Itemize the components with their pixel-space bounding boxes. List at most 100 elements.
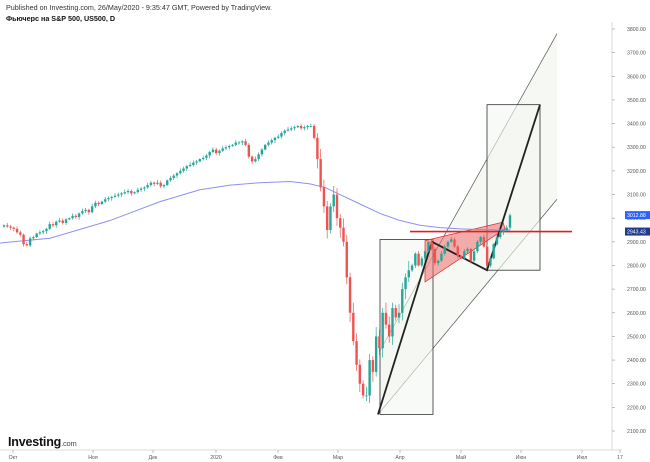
candle xyxy=(312,124,316,140)
candle xyxy=(175,172,179,179)
candle xyxy=(495,234,499,246)
y-tick-label: 3800.00 xyxy=(627,27,646,33)
candle xyxy=(22,233,25,247)
candle xyxy=(329,203,332,234)
candle xyxy=(482,234,486,248)
candle xyxy=(502,228,505,236)
candle xyxy=(12,226,15,232)
candle xyxy=(267,140,270,147)
candle xyxy=(371,356,375,382)
candle xyxy=(450,236,453,243)
x-tick-label: Июл xyxy=(577,455,588,461)
zigzag-path xyxy=(377,104,541,415)
candle xyxy=(71,213,74,220)
candle xyxy=(130,189,133,196)
candle xyxy=(250,155,254,164)
candle xyxy=(195,159,198,165)
candle xyxy=(417,250,420,267)
x-tick-label: Фев xyxy=(273,455,283,461)
current-price-badge xyxy=(625,211,650,220)
candle xyxy=(188,162,192,168)
candle xyxy=(273,136,277,143)
x-tick-label: 17 xyxy=(617,455,623,461)
logo-wordmark: Investing xyxy=(8,435,62,449)
candle xyxy=(211,147,215,154)
candle xyxy=(149,180,153,187)
candle xyxy=(499,230,502,240)
y-tick-label: 2600.00 xyxy=(627,311,646,317)
candle xyxy=(94,200,97,209)
candle xyxy=(113,193,117,199)
x-tick-label: Апр xyxy=(395,455,404,461)
candle xyxy=(133,191,136,195)
candle xyxy=(87,208,91,215)
candle xyxy=(374,327,378,377)
candle xyxy=(221,145,224,152)
candle xyxy=(48,221,51,231)
candle xyxy=(440,251,443,262)
candle xyxy=(404,273,407,300)
candle xyxy=(489,256,492,268)
candle xyxy=(436,259,440,266)
candle xyxy=(123,189,126,195)
candle xyxy=(107,196,110,202)
y-tick-label: 2800.00 xyxy=(627,263,646,269)
candle xyxy=(182,166,185,173)
candle xyxy=(485,244,489,268)
current-price-label: 3012.88 xyxy=(627,213,646,219)
candle xyxy=(384,302,388,329)
candle xyxy=(2,224,6,228)
candle xyxy=(179,168,182,175)
investing-logo[interactable]: Investing.com xyxy=(8,435,77,449)
price-axis[interactable]: 3800.00 3700.00 3600.00 3500.00 3400.00 3300.… xyxy=(612,27,646,435)
candle xyxy=(205,153,208,160)
y-tick-label: 2700.00 xyxy=(627,287,646,293)
candle xyxy=(492,243,495,260)
candle xyxy=(332,186,335,212)
candle xyxy=(319,149,322,192)
candle xyxy=(410,263,414,273)
candle xyxy=(9,224,12,230)
x-tick-label: Июн xyxy=(516,455,527,461)
candle xyxy=(472,248,476,262)
candle xyxy=(342,218,345,247)
candle xyxy=(28,236,32,248)
candle xyxy=(156,180,159,185)
candle xyxy=(25,241,29,247)
candle xyxy=(169,175,172,182)
time-axis[interactable]: Окт Ноя Дек 2020 Фев Мар Апр Май Июн Июл 17 xyxy=(9,450,623,461)
candle xyxy=(32,235,35,241)
candle xyxy=(117,192,120,198)
candle xyxy=(166,179,169,186)
candle xyxy=(335,188,339,226)
candle xyxy=(355,333,358,372)
candle xyxy=(365,387,368,402)
candle xyxy=(68,217,71,221)
candle xyxy=(352,302,355,346)
logo-suffix: .com xyxy=(61,439,77,448)
candle xyxy=(263,144,267,151)
candle xyxy=(348,272,352,323)
candle xyxy=(456,245,459,259)
candle xyxy=(152,181,156,187)
candle xyxy=(146,182,149,189)
candle xyxy=(397,304,401,323)
x-tick-label: Окт xyxy=(9,455,18,461)
candle xyxy=(64,217,68,226)
candle xyxy=(401,282,404,321)
candle xyxy=(224,145,228,151)
candle xyxy=(325,200,329,239)
y-tick-label: 2500.00 xyxy=(627,334,646,340)
candle xyxy=(443,244,446,256)
candle xyxy=(381,308,384,358)
candle xyxy=(58,217,61,223)
candle xyxy=(286,126,290,132)
y-tick-label: 2100.00 xyxy=(627,429,646,435)
candle xyxy=(143,186,146,192)
candle xyxy=(110,195,113,201)
candle xyxy=(208,150,211,159)
candle xyxy=(162,183,166,189)
candle xyxy=(159,180,162,188)
candle xyxy=(218,149,221,156)
